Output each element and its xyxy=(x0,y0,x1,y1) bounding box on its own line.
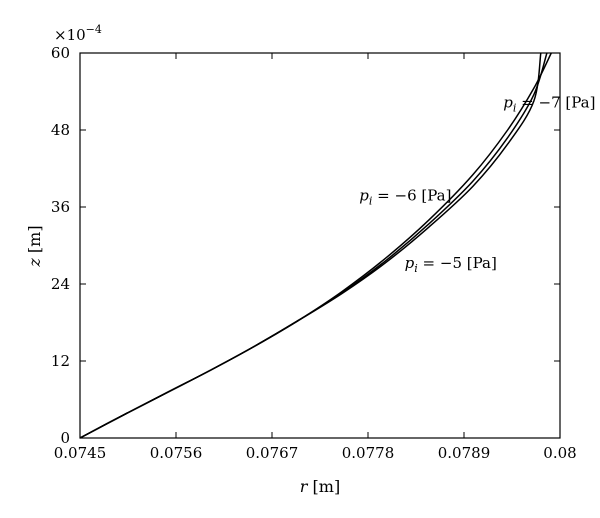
y-tick-label: 48 xyxy=(51,121,70,139)
x-tick-label: 0.0756 xyxy=(150,444,203,462)
x-tick-label: 0.0778 xyxy=(342,444,395,462)
series-line-1 xyxy=(79,52,552,439)
y-axis-unit: [m] xyxy=(25,225,44,253)
annotation-1: pi = −7 [Pa] xyxy=(503,94,595,115)
series-curves xyxy=(79,52,552,439)
annotations: pi = −7 [Pa] pi = −6 [Pa] pi = −5 [Pa] xyxy=(359,94,595,275)
series-line-2 xyxy=(79,52,548,439)
y-tick-label: 0 xyxy=(60,429,70,447)
x-axis-unit: [m] xyxy=(313,477,341,496)
y-tick-label: 24 xyxy=(51,275,70,293)
x-tick-label: 0.08 xyxy=(543,444,576,462)
y-axis-label: z [m] xyxy=(25,225,44,267)
ticks: 0.0745 0.0756 0.0767 0.0778 0.0789 0.08 0 12 24 3… xyxy=(51,44,577,462)
x-tick-label: 0.0745 xyxy=(54,444,107,462)
y-tick-label: 12 xyxy=(51,352,70,370)
y-tick-label: 60 xyxy=(51,44,70,62)
y-axis-var: z xyxy=(25,258,44,268)
y-multiplier-exponent: −4 xyxy=(86,23,102,36)
plot-frame xyxy=(79,52,561,439)
x-tick-label: 0.0767 xyxy=(246,444,299,462)
x-tick-label: 0.0789 xyxy=(438,444,491,462)
series-line-3 xyxy=(79,52,542,439)
y-tick-label: 36 xyxy=(51,198,70,216)
y-multiplier: ×10−4 xyxy=(54,23,102,44)
x-axis-var: r xyxy=(300,477,309,496)
annotation-3: pi = −5 [Pa] xyxy=(405,254,497,275)
x-axis-label: r [m] xyxy=(300,477,340,496)
annotation-2: pi = −6 [Pa] xyxy=(359,187,451,208)
